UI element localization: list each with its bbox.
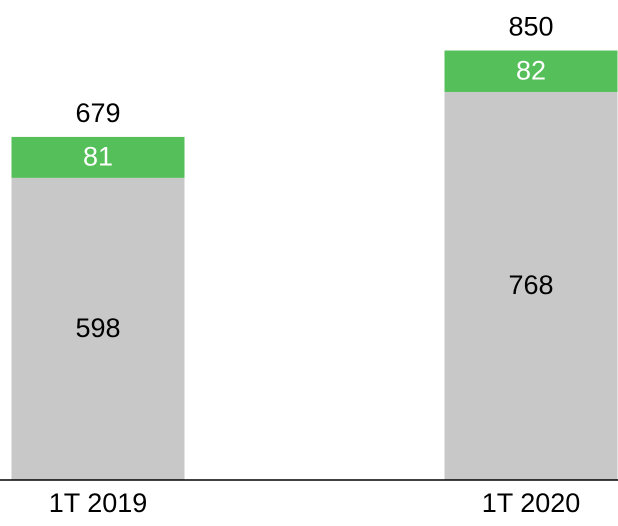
x-tick-label: 1T 2019	[49, 488, 148, 518]
total-label: 850	[508, 12, 553, 42]
value-label: 598	[75, 313, 120, 343]
value-label: 768	[508, 270, 553, 300]
bar-segment	[444, 91, 618, 481]
value-label: 81	[83, 142, 113, 172]
bar-segment	[11, 177, 185, 480]
value-label: 82	[516, 55, 546, 85]
bar-segment	[11, 136, 185, 178]
bar-segment	[444, 50, 618, 92]
total-label: 679	[75, 98, 120, 128]
x-tick-label: 1T 2020	[482, 488, 581, 518]
